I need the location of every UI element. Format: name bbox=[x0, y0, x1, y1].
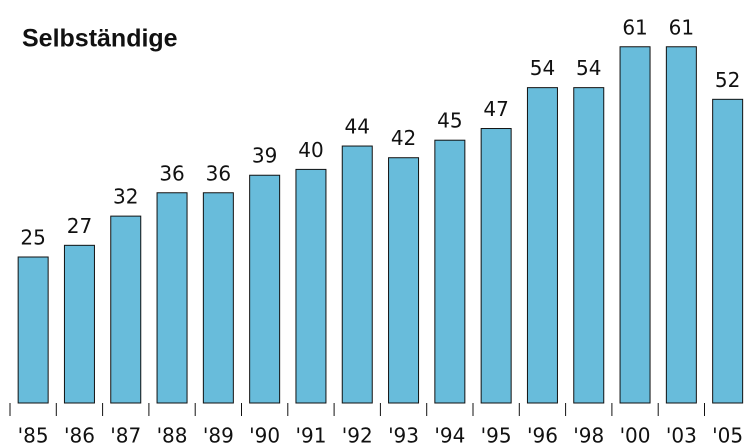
x-tick-label: '91 bbox=[295, 424, 326, 446]
x-tick-label: '00 bbox=[620, 424, 651, 446]
bar bbox=[202, 192, 234, 404]
value-label: 47 bbox=[483, 97, 508, 121]
x-tick-label: '95 bbox=[481, 424, 512, 446]
value-label: 54 bbox=[530, 56, 555, 80]
x-tick-label: '98 bbox=[573, 424, 604, 446]
bar bbox=[573, 87, 605, 404]
value-label: 44 bbox=[345, 115, 370, 139]
value-label: 61 bbox=[622, 15, 647, 39]
x-tick-label: '92 bbox=[342, 424, 373, 446]
bar bbox=[665, 46, 697, 404]
value-label: 32 bbox=[113, 185, 138, 209]
value-label: 25 bbox=[20, 226, 45, 250]
bar bbox=[110, 215, 142, 404]
value-label: 40 bbox=[298, 138, 323, 162]
bar bbox=[17, 256, 49, 404]
value-label: 52 bbox=[715, 68, 740, 92]
bar bbox=[249, 174, 281, 404]
value-label: 42 bbox=[391, 126, 416, 150]
value-label: 45 bbox=[437, 109, 462, 133]
x-tick-label: '86 bbox=[64, 424, 95, 446]
value-label: 27 bbox=[67, 214, 92, 238]
bar bbox=[341, 145, 373, 404]
bar bbox=[63, 244, 95, 404]
bar bbox=[388, 157, 420, 404]
x-tick-label: '90 bbox=[249, 424, 280, 446]
bar bbox=[526, 87, 558, 404]
x-tick-label: '89 bbox=[203, 424, 234, 446]
x-tick-label: '94 bbox=[434, 424, 465, 446]
bar bbox=[156, 192, 188, 404]
bar bbox=[619, 46, 651, 404]
value-label: 39 bbox=[252, 144, 277, 168]
x-tick-label: '85 bbox=[18, 424, 49, 446]
value-label: 36 bbox=[206, 161, 231, 185]
x-tick-label: '88 bbox=[157, 424, 188, 446]
x-tick-label: '93 bbox=[388, 424, 419, 446]
x-tick-label: '03 bbox=[666, 424, 697, 446]
x-tick-label: '96 bbox=[527, 424, 558, 446]
value-label: 54 bbox=[576, 56, 601, 80]
x-tick-label: '05 bbox=[712, 424, 743, 446]
bar bbox=[712, 98, 744, 404]
chart-title: Selbständige bbox=[22, 25, 178, 53]
bar bbox=[480, 128, 512, 404]
value-label: 36 bbox=[159, 161, 184, 185]
bar bbox=[434, 139, 466, 404]
value-label: 61 bbox=[669, 15, 694, 39]
x-tick-label: '87 bbox=[110, 424, 141, 446]
bar bbox=[295, 168, 327, 404]
